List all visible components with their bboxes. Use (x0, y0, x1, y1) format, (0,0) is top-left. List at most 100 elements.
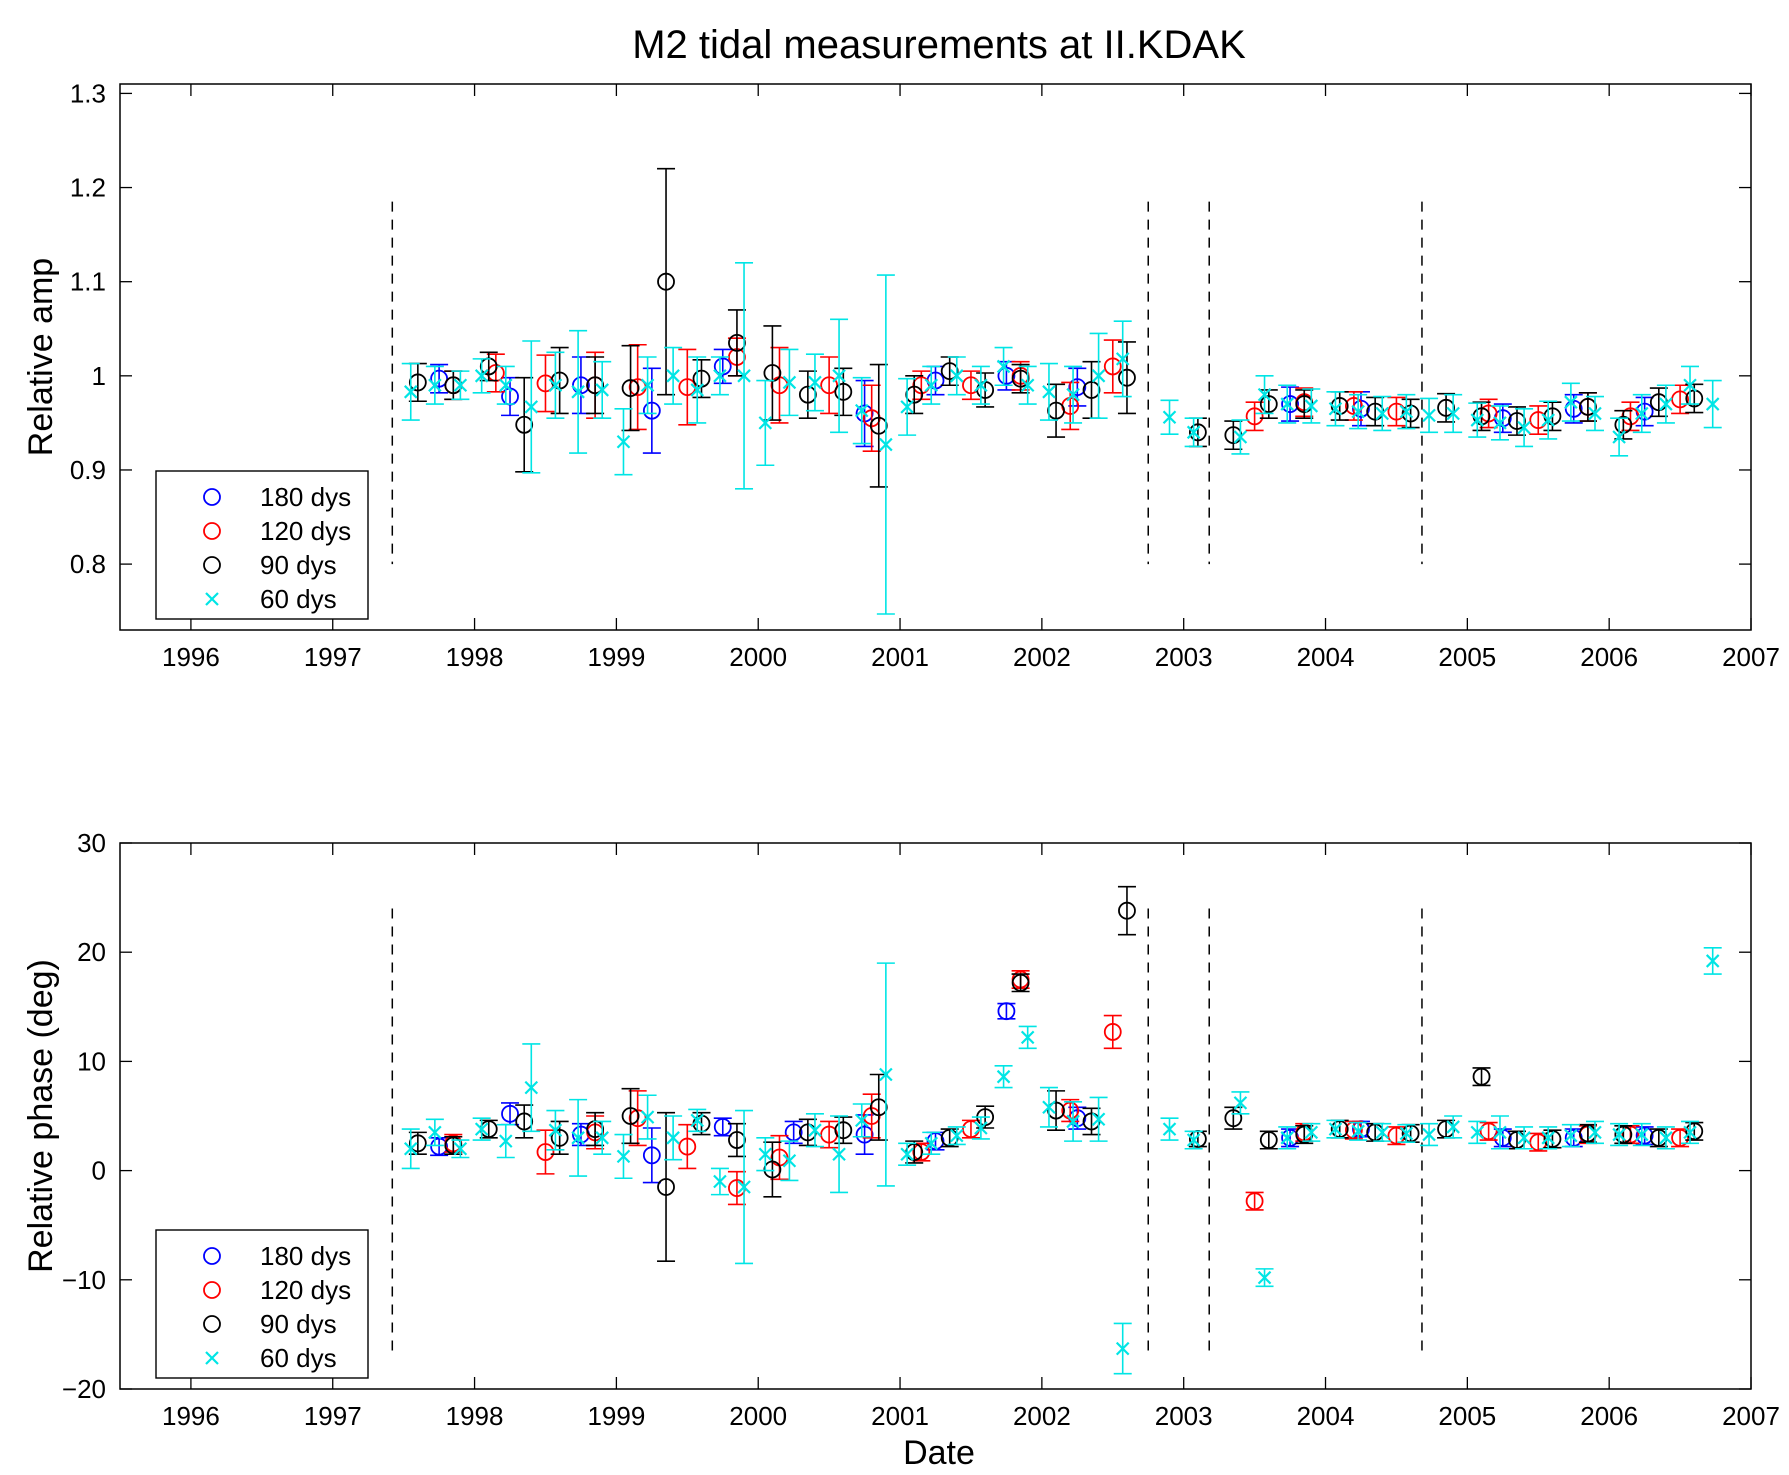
y-axis-label: Relative phase (deg) (22, 959, 60, 1273)
data-point (453, 378, 468, 393)
x-tick-label: 1998 (446, 1401, 504, 1431)
data-point (728, 1131, 746, 1149)
phase-panel: 1996 1997 1998 1999 2000 2001 2002 2003 2004 2005… (22, 828, 1780, 1431)
data-point (1259, 395, 1278, 413)
data-point (737, 1180, 751, 1194)
series-120-dys (444, 969, 1690, 1211)
x-tick-label: 1999 (587, 642, 645, 672)
data-point (640, 1110, 655, 1124)
data-point (498, 1134, 513, 1148)
legend-marker (203, 488, 221, 506)
y-tick-label: 10 (77, 1046, 106, 1076)
data-point (1091, 1112, 1106, 1127)
legend-marker (203, 522, 221, 540)
y-tick-label: 30 (77, 828, 106, 858)
data-point (1020, 1030, 1035, 1045)
legend-label: 90 dys (260, 550, 337, 580)
data-point (1257, 387, 1272, 402)
data-point (536, 1143, 555, 1161)
data-point (1517, 1131, 1531, 1145)
x-tick-label: 2006 (1580, 642, 1638, 672)
data-point (782, 375, 797, 390)
data-point (1233, 430, 1248, 444)
data-point (832, 1147, 846, 1161)
data-point (408, 1134, 427, 1153)
data-point (1103, 357, 1122, 376)
data-point (408, 373, 427, 392)
y-tick-label: 1.2 (70, 173, 106, 203)
data-point (1011, 369, 1030, 388)
data-point (1233, 1096, 1248, 1110)
data-point (869, 1098, 888, 1117)
y-tick-label: −10 (62, 1265, 106, 1295)
data-point (869, 416, 888, 435)
figure-title: M2 tidal measurements at II.KDAK (632, 23, 1246, 67)
data-point (453, 1141, 468, 1156)
data-point (1437, 398, 1455, 417)
data-point (1543, 1130, 1562, 1148)
x-tick-label: 2000 (729, 642, 787, 672)
data-point (808, 375, 822, 390)
data-point (1472, 1067, 1491, 1086)
data-point (949, 369, 964, 383)
x-tick-label: 2000 (729, 1401, 787, 1431)
data-point (1304, 1125, 1319, 1140)
data-point (1245, 1192, 1264, 1211)
data-point (1529, 1133, 1548, 1152)
data-point (595, 383, 609, 397)
data-point (763, 1160, 782, 1179)
data-point (1118, 368, 1136, 387)
amplitude-panel: 1996 1997 1998 1999 2000 2001 2002 2003 2004 2005… (22, 78, 1780, 672)
x-tick-label: 2005 (1438, 1401, 1496, 1431)
axes-box (119, 842, 1752, 1390)
legend-box (155, 1229, 369, 1379)
data-point (666, 369, 680, 383)
data-point (1446, 1120, 1460, 1134)
legend-marker (203, 1315, 221, 1333)
y-tick-label: 20 (77, 937, 106, 967)
y-tick-label: −20 (62, 1374, 106, 1404)
data-point (905, 385, 924, 404)
data-point (1659, 397, 1673, 411)
data-point (524, 400, 539, 414)
data-point (1103, 1023, 1122, 1041)
data-point (1422, 408, 1436, 423)
data-point (640, 378, 655, 393)
series-90-dys (408, 885, 1704, 1263)
data-point (657, 1178, 675, 1196)
data-point (1066, 1114, 1080, 1129)
data-point (595, 1131, 609, 1145)
data-point (515, 415, 534, 434)
data-point (834, 382, 853, 401)
x-tick-label: 2005 (1438, 642, 1496, 672)
data-point (1564, 1128, 1578, 1143)
data-point (657, 272, 675, 291)
y-tick-label: 1.3 (70, 78, 106, 108)
data-point (996, 359, 1011, 374)
data-point (690, 1113, 705, 1128)
data-point (834, 1121, 853, 1140)
data-point (1705, 954, 1720, 968)
data-point (1281, 395, 1299, 413)
data-point (1066, 387, 1080, 402)
data-point (571, 385, 585, 399)
series-90-dys (408, 167, 1704, 488)
x-tick-label: 2004 (1297, 1401, 1355, 1431)
data-point (1224, 1109, 1243, 1128)
data-point (474, 369, 489, 383)
data-point (1375, 1125, 1390, 1140)
data-point (758, 1147, 773, 1161)
data-point (1517, 420, 1531, 435)
data-point (924, 1136, 939, 1151)
data-point (1020, 378, 1035, 393)
legend: 180 dys 120 dys 90 dys 60 dys (155, 470, 369, 620)
data-point (501, 1104, 519, 1123)
legend-marker (203, 556, 221, 574)
legend-label: 60 dys (260, 1343, 337, 1373)
data-point (1635, 1127, 1649, 1142)
data-point (524, 1080, 539, 1095)
data-point (403, 1141, 418, 1156)
data-point (1186, 425, 1201, 440)
